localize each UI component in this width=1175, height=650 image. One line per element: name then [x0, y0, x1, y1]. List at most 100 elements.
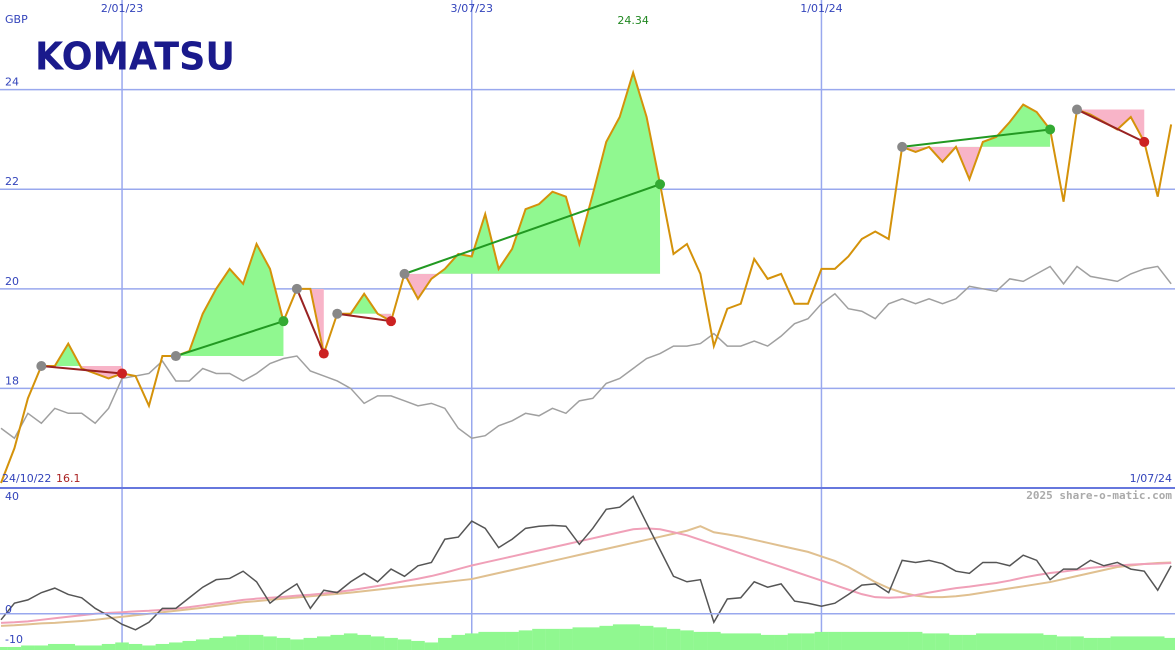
volume-bar: [545, 628, 560, 650]
volume-bar: [263, 636, 277, 650]
volume-bar: [881, 631, 896, 650]
volume-bar: [7, 646, 22, 650]
signal-fill-up: [337, 293, 392, 314]
trend-line: [295, 288, 325, 354]
signal-start-dot: [399, 268, 410, 279]
trend-line: [175, 320, 284, 357]
volume-bar: [21, 645, 35, 650]
max-label: 24.34: [617, 14, 649, 27]
volume-bar: [935, 633, 950, 650]
oscillator-line: [0, 527, 1172, 624]
signal-start-dot: [36, 361, 47, 371]
volume-bar: [760, 634, 775, 650]
volume-bar: [438, 637, 452, 650]
volume-bar: [222, 636, 237, 650]
oscillator-line: [0, 525, 1172, 627]
volume-bar: [1124, 636, 1138, 650]
volume-bar: [411, 640, 425, 650]
volume-bar: [330, 634, 345, 650]
volume-bar: [370, 636, 385, 650]
volume-bar: [464, 633, 479, 650]
volume-bar: [828, 631, 842, 650]
volume-bar: [88, 645, 102, 650]
volume-bar: [976, 633, 990, 650]
y-unit: GBP: [5, 13, 28, 26]
y-tick-label: -10: [5, 633, 23, 646]
volume-bar: [115, 642, 129, 650]
volume-bar: [922, 633, 936, 650]
volume-bar: [518, 630, 533, 650]
volume-bar: [1043, 634, 1057, 650]
volume-bar: [720, 633, 735, 650]
volume-bar: [155, 643, 170, 650]
x-tick-label: 3/07/23: [451, 2, 493, 15]
volume-bar: [34, 645, 49, 650]
volume-bar: [451, 634, 466, 650]
end-date: 1/07/24: [1130, 472, 1172, 485]
signal-end-dot: [655, 179, 666, 190]
volume-bar: [1083, 637, 1098, 650]
volume-bar: [195, 639, 210, 650]
signal-fill-up: [175, 244, 284, 357]
trend-line: [337, 312, 392, 323]
signal-end-dot: [278, 316, 289, 327]
volume-bar: [128, 643, 143, 650]
price-line: [0, 69, 1173, 484]
volume-bar: [626, 624, 640, 650]
volume-bar: [236, 634, 250, 650]
price-line: [0, 265, 1172, 440]
signal-fill-down: [296, 288, 324, 354]
volume-bar: [357, 634, 371, 650]
volume-bar: [612, 624, 627, 650]
signal-start-dot: [291, 283, 302, 294]
signal-end-dot: [1045, 124, 1056, 135]
signal-start-dot: [170, 351, 181, 362]
volume-bar: [1070, 636, 1084, 650]
volume-bar: [747, 633, 761, 650]
volume-bar: [653, 627, 667, 650]
volume-bar: [855, 631, 869, 650]
volume-bar: [639, 625, 654, 650]
volume-bar: [962, 634, 977, 650]
volume-bar: [989, 633, 1004, 650]
volume-bar: [74, 645, 89, 650]
volume-bar: [478, 631, 492, 650]
volume-bar: [424, 642, 439, 650]
volume-bar: [586, 627, 600, 650]
volume-bar: [559, 628, 573, 650]
volume-bar: [572, 627, 587, 650]
x-tick-label: 1/01/24: [800, 2, 842, 15]
trend-line: [1076, 108, 1145, 143]
volume-bar: [101, 643, 116, 650]
volume-bar: [276, 637, 291, 650]
volume-bar: [707, 631, 721, 650]
logo: KOMATSU: [35, 35, 235, 79]
volume-bar: [343, 633, 358, 650]
volume-bar: [384, 637, 398, 650]
volume-bar: [895, 631, 909, 650]
y-tick-label: 40: [5, 490, 19, 503]
signal-fill-down: [337, 313, 392, 322]
volume-bar: [142, 645, 156, 650]
volume-bar: [1029, 633, 1044, 650]
volume-bar: [1097, 637, 1111, 650]
signal-fill-down: [404, 273, 661, 299]
signal-end-dot: [386, 316, 397, 327]
signal-start-dot: [1072, 104, 1082, 115]
volume-bar: [1110, 636, 1125, 650]
volume-bar: [599, 625, 614, 650]
signal-fill-up: [41, 343, 123, 366]
min-label: 16.1: [56, 472, 81, 485]
volume-bar: [1137, 636, 1152, 650]
volume-bar: [61, 643, 76, 650]
oscillator-line: [0, 495, 1172, 631]
signal-start-dot: [332, 308, 343, 319]
signal-end-dot: [1139, 136, 1150, 147]
volume-bar: [290, 639, 304, 650]
signal-fill-up: [902, 104, 1051, 147]
volume-bar: [48, 643, 62, 650]
y-tick-label: 24: [5, 76, 19, 89]
volume-bar: [1002, 633, 1017, 650]
